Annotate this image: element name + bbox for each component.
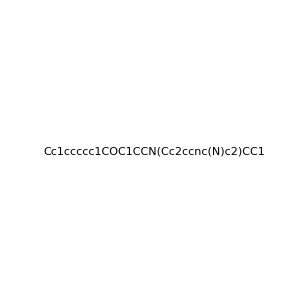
Text: Cc1ccccc1COC1CCN(Cc2ccnc(N)c2)CC1: Cc1ccccc1COC1CCN(Cc2ccnc(N)c2)CC1 (43, 146, 265, 157)
